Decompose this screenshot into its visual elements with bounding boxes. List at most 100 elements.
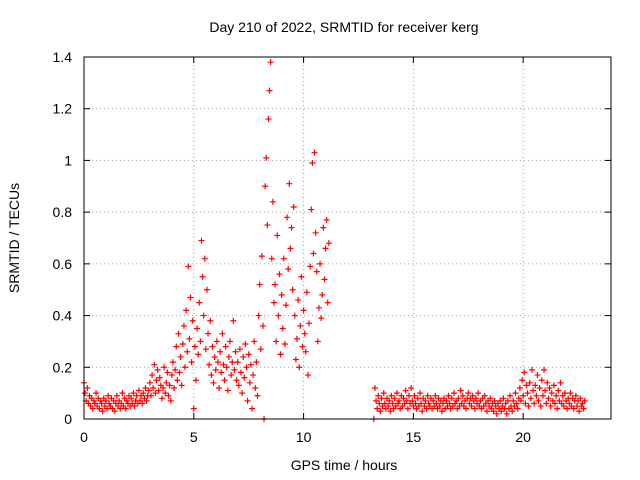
data-point-marker — [520, 392, 527, 399]
data-point-marker — [570, 405, 577, 412]
data-point-marker — [446, 400, 453, 407]
data-point-marker — [292, 356, 299, 363]
data-point-marker — [303, 289, 310, 296]
data-point-marker — [531, 400, 538, 407]
data-point-marker — [223, 364, 230, 371]
data-point-marker — [548, 390, 555, 397]
data-point-marker — [160, 384, 167, 391]
data-point-marker — [412, 400, 419, 407]
data-point-marker — [147, 392, 154, 399]
data-point-marker — [180, 322, 187, 329]
data-point-marker — [251, 338, 258, 345]
data-point-marker — [324, 299, 331, 306]
data-point-marker — [277, 351, 284, 358]
data-point-marker — [274, 232, 281, 239]
data-point-marker — [325, 240, 332, 247]
data-point-marker — [443, 397, 450, 404]
y-tick-label: 1.2 — [53, 101, 73, 117]
data-point-marker — [102, 397, 109, 404]
data-point-marker — [189, 317, 196, 324]
data-point-marker — [396, 397, 403, 404]
data-point-marker — [210, 379, 217, 386]
data-point-marker — [289, 286, 296, 293]
data-point-marker — [200, 312, 207, 319]
data-point-marker — [497, 397, 504, 404]
data-point-marker — [541, 366, 548, 373]
data-point-marker — [275, 312, 282, 319]
data-point-marker — [253, 359, 260, 366]
data-point-marker — [424, 392, 431, 399]
data-point-marker — [459, 392, 466, 399]
data-point-marker — [323, 216, 330, 223]
data-point-marker — [317, 260, 324, 267]
data-point-marker — [483, 408, 490, 415]
data-point-marker — [122, 405, 129, 412]
data-point-marker — [197, 338, 204, 345]
data-point-marker — [388, 392, 395, 399]
data-point-marker — [284, 214, 291, 221]
data-point-marker — [273, 338, 280, 345]
data-point-marker — [165, 392, 172, 399]
data-point-marker — [524, 390, 531, 397]
chart-title: Day 210 of 2022, SRMTID for receiver ker… — [209, 19, 478, 35]
data-point-marker — [514, 405, 521, 412]
data-point-marker — [228, 372, 235, 379]
data-point-marker — [311, 149, 318, 156]
data-point-marker — [212, 366, 219, 373]
data-point-marker — [468, 403, 475, 410]
data-point-marker — [403, 397, 410, 404]
data-point-marker — [293, 335, 300, 342]
data-point-marker — [576, 408, 583, 415]
data-point-marker — [265, 116, 272, 123]
data-point-marker — [145, 387, 152, 394]
data-point-marker — [509, 408, 516, 415]
data-point-marker — [312, 229, 319, 236]
data-point-marker — [581, 397, 588, 404]
y-tick-label: 0 — [64, 411, 72, 427]
data-point-marker — [142, 384, 149, 391]
data-point-marker — [187, 294, 194, 301]
data-point-marker — [314, 338, 321, 345]
data-point-marker — [232, 348, 239, 355]
data-point-marker — [300, 307, 307, 314]
data-point-marker — [242, 341, 249, 348]
data-point-marker — [238, 369, 245, 376]
data-point-marker — [213, 338, 220, 345]
data-point-marker — [376, 400, 383, 407]
data-point-marker — [321, 276, 328, 283]
data-point-marker — [463, 405, 470, 412]
data-point-marker — [542, 387, 549, 394]
x-axis-label: GPS time / hours — [291, 457, 398, 473]
data-point-marker — [168, 372, 175, 379]
data-point-marker — [319, 291, 326, 298]
data-point-marker — [546, 384, 553, 391]
data-point-marker — [140, 390, 147, 397]
x-tick-label: 15 — [406, 429, 422, 445]
data-point-marker — [239, 390, 246, 397]
data-point-marker — [156, 374, 163, 381]
data-point-marker — [182, 364, 189, 371]
x-tick-label: 10 — [296, 429, 312, 445]
data-point-marker — [391, 395, 398, 402]
data-point-marker — [130, 390, 137, 397]
data-point-marker — [393, 390, 400, 397]
x-tick-label: 20 — [515, 429, 531, 445]
data-point-marker — [162, 390, 169, 397]
data-point-marker — [409, 397, 416, 404]
data-point-marker — [222, 343, 229, 350]
data-point-marker — [416, 390, 423, 397]
data-point-marker — [244, 397, 251, 404]
data-point-marker — [202, 346, 209, 353]
data-point-marker — [295, 297, 302, 304]
data-point-marker — [481, 392, 488, 399]
data-point-marker — [245, 351, 252, 358]
data-point-marker — [254, 392, 261, 399]
data-point-marker — [304, 372, 311, 379]
data-point-marker — [225, 353, 232, 360]
data-point-marker — [537, 403, 544, 410]
data-point-marker — [374, 405, 381, 412]
data-point-marker — [216, 384, 223, 391]
data-point-marker — [135, 387, 142, 394]
data-point-marker — [414, 395, 421, 402]
